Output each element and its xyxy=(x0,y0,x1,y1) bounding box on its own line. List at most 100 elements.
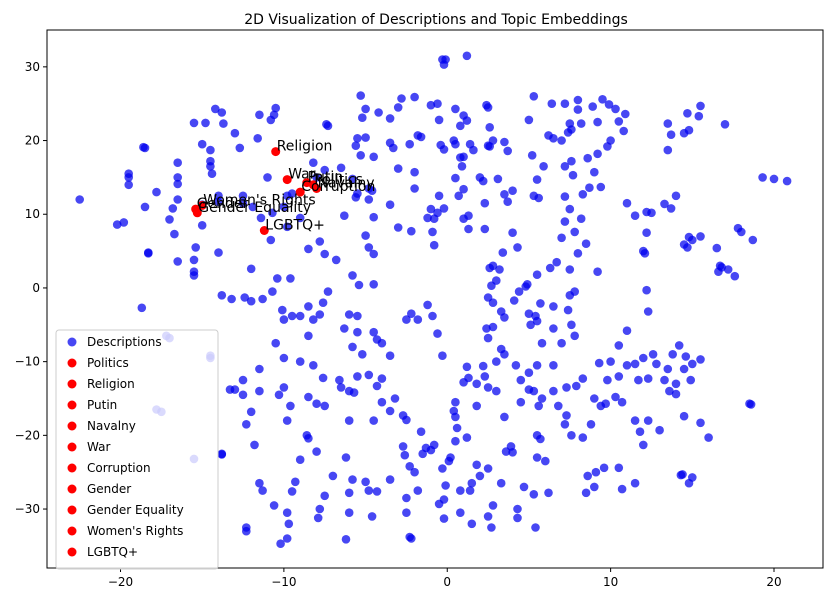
description-point xyxy=(782,176,792,186)
description-point xyxy=(532,316,542,326)
description-point xyxy=(630,416,640,425)
chart-title: 2D Visualization of Descriptions and Top… xyxy=(244,12,628,28)
description-point xyxy=(465,486,475,495)
description-point xyxy=(578,374,588,383)
description-point xyxy=(532,453,542,462)
description-point xyxy=(372,335,382,344)
description-point xyxy=(385,351,395,361)
description-point xyxy=(418,449,428,459)
description-point xyxy=(516,375,526,385)
description-point xyxy=(214,197,223,206)
description-point xyxy=(464,373,473,383)
legend-marker xyxy=(67,463,77,473)
description-point xyxy=(361,104,370,114)
description-point xyxy=(358,350,367,359)
description-point xyxy=(648,350,658,359)
description-point xyxy=(238,390,248,400)
description-point xyxy=(449,406,459,416)
description-point xyxy=(214,248,223,257)
description-point xyxy=(416,132,426,142)
description-point xyxy=(611,104,620,114)
description-point xyxy=(485,263,495,273)
description-point xyxy=(295,311,305,321)
description-point xyxy=(488,322,498,332)
description-point xyxy=(565,204,575,214)
description-point xyxy=(258,486,267,495)
description-point xyxy=(331,255,341,265)
description-point xyxy=(312,447,321,456)
description-point xyxy=(295,213,305,223)
description-point xyxy=(201,118,210,128)
description-point xyxy=(214,191,223,201)
description-point xyxy=(573,105,583,114)
description-point xyxy=(483,464,493,473)
description-point xyxy=(487,523,496,532)
description-point xyxy=(336,163,346,173)
description-point xyxy=(567,156,576,166)
description-point xyxy=(531,523,540,532)
description-point xyxy=(513,504,522,514)
description-point xyxy=(593,149,602,159)
description-point xyxy=(459,184,468,194)
description-point xyxy=(312,173,321,182)
description-point xyxy=(323,287,333,296)
legend-label: War xyxy=(87,440,110,454)
description-point xyxy=(124,180,133,190)
description-point xyxy=(377,397,387,407)
description-point xyxy=(462,116,472,125)
description-point xyxy=(508,228,517,237)
description-point xyxy=(660,375,669,385)
description-point xyxy=(217,291,227,300)
description-point xyxy=(464,211,473,220)
description-point xyxy=(320,491,330,501)
description-point xyxy=(367,512,377,521)
description-point xyxy=(534,401,543,411)
description-point xyxy=(112,220,122,229)
description-point xyxy=(287,487,297,496)
legend-label: LGBTQ+ xyxy=(87,545,138,559)
topic-label-politics: Politics xyxy=(314,172,363,188)
description-point xyxy=(318,298,328,308)
description-point xyxy=(663,145,673,155)
description-point xyxy=(235,143,245,153)
legend-marker xyxy=(67,526,77,536)
description-point xyxy=(364,195,374,204)
description-point xyxy=(492,357,501,366)
description-point xyxy=(593,117,602,127)
description-point xyxy=(364,243,374,252)
description-point xyxy=(688,359,697,369)
description-point xyxy=(549,324,558,333)
description-point xyxy=(630,211,640,220)
description-point xyxy=(562,383,571,392)
description-point xyxy=(483,333,493,343)
x-tick-label: 0 xyxy=(443,575,451,589)
description-point xyxy=(353,327,362,337)
description-point xyxy=(456,486,465,495)
description-point xyxy=(287,311,297,321)
description-point xyxy=(444,456,454,466)
description-point xyxy=(428,227,437,237)
description-point xyxy=(206,145,215,155)
description-point xyxy=(402,493,411,503)
description-point xyxy=(496,344,506,354)
description-point xyxy=(255,110,264,120)
legend-label: Gender Equality xyxy=(87,503,184,517)
description-point xyxy=(570,287,579,296)
description-point xyxy=(246,407,256,417)
description-point xyxy=(269,110,279,120)
description-point xyxy=(591,467,601,477)
description-point xyxy=(385,114,395,123)
description-point xyxy=(640,249,650,258)
description-point xyxy=(508,186,517,195)
description-point xyxy=(189,255,199,265)
description-point xyxy=(576,214,586,223)
description-point xyxy=(509,296,519,305)
legend-box xyxy=(55,329,219,570)
description-point xyxy=(255,478,264,488)
description-point xyxy=(588,102,597,111)
description-point xyxy=(405,139,415,149)
plot-frame xyxy=(46,29,824,569)
description-point xyxy=(679,364,689,374)
description-point xyxy=(594,358,604,368)
description-point xyxy=(405,462,415,471)
